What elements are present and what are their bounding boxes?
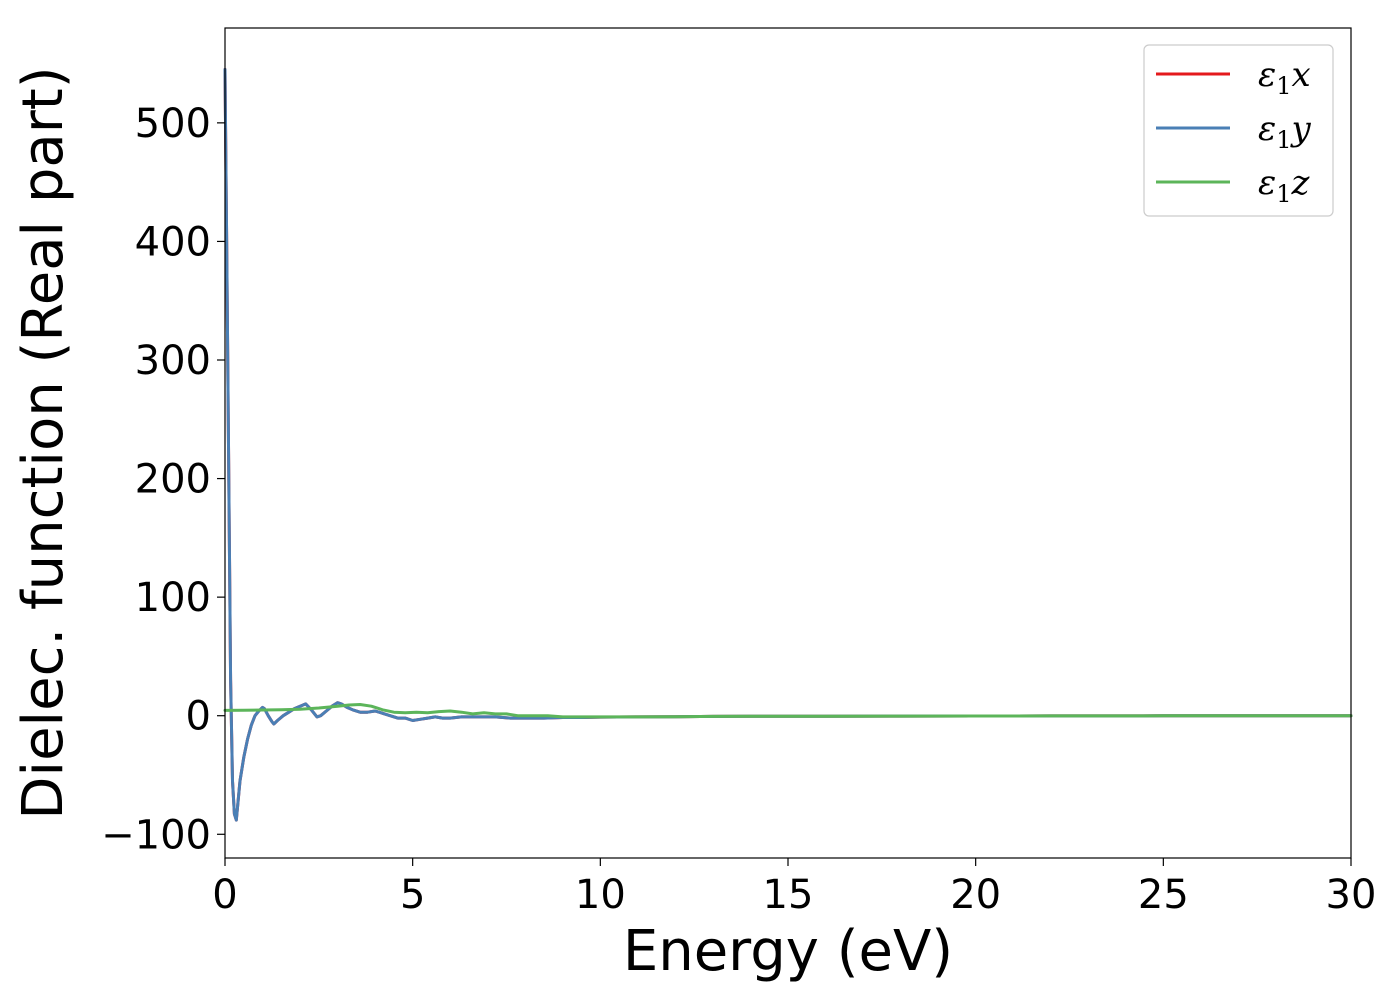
series-layer xyxy=(223,68,1353,822)
y-tick-label: 0 xyxy=(186,694,211,740)
x-tick-label: 20 xyxy=(950,872,1001,918)
x-tick-label: 5 xyxy=(400,872,425,918)
x-axis-label: Energy (eV) xyxy=(623,919,953,984)
x-tick-label: 0 xyxy=(212,872,237,918)
legend-label-x: ε1x xyxy=(1258,55,1311,100)
legend-label-y: ε1y xyxy=(1258,109,1312,154)
y-tick-label: −100 xyxy=(101,812,211,858)
y-tick-label: 200 xyxy=(135,457,211,503)
legend-label-z: ε1z xyxy=(1258,163,1311,208)
x-tick-label: 25 xyxy=(1138,872,1189,918)
y-tick-label: 500 xyxy=(135,101,211,147)
legend: ε1x ε1y ε1z xyxy=(1143,44,1334,217)
y-tick-label: 100 xyxy=(135,575,211,621)
x-tick-label: 10 xyxy=(575,872,626,918)
x-axis-ticks: 0 5 10 15 20 25 30 xyxy=(212,858,1376,918)
series-line-z xyxy=(223,703,1353,719)
x-tick-label: 30 xyxy=(1326,872,1377,918)
y-axis-label: Dielec. function (Real part) xyxy=(11,66,76,819)
legend-box xyxy=(1143,44,1334,217)
y-axis-ticks: −100 0 100 200 300 400 500 xyxy=(101,101,225,858)
x-tick-label: 15 xyxy=(763,872,814,918)
y-tick-label: 300 xyxy=(135,338,211,384)
y-tick-label: 400 xyxy=(135,219,211,265)
